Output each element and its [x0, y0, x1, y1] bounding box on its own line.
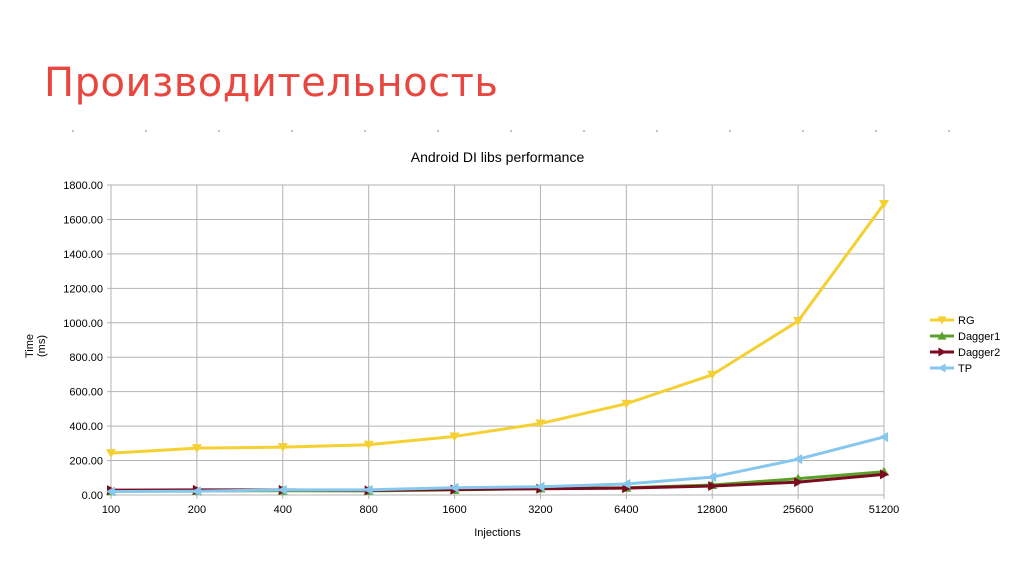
data-point-rg [277, 443, 288, 453]
legend-label: RG [958, 315, 975, 327]
data-point-tp [621, 478, 631, 489]
series-line-tp [110, 435, 885, 494]
separator-dot [729, 130, 731, 132]
x-tick-label: 25600 [783, 504, 814, 516]
data-point-dagger2 [794, 477, 804, 488]
chart-title: Android DI libs performance [411, 149, 585, 165]
separator-dot [291, 130, 293, 132]
x-tick-label: 6400 [614, 504, 638, 516]
y-tick-label: 1400.00 [63, 249, 103, 261]
separator-dot [656, 130, 658, 132]
legend-item-dagger1: Dagger1 [930, 331, 1000, 343]
x-axis-title: Injections [474, 527, 521, 539]
x-tick-label: 51200 [869, 504, 900, 516]
axes: 0.00 200.00 400.00 600.00 800.00 1000.00 1200.… [63, 180, 899, 516]
data-point-rg [449, 432, 460, 442]
data-point-tp [191, 486, 201, 497]
separator-dot [948, 130, 950, 132]
legend-label: Dagger2 [958, 347, 1000, 359]
x-tick-label: 100 [102, 504, 120, 516]
data-point-tp [879, 431, 888, 442]
legend-item-tp: TP [930, 363, 972, 375]
x-tick-label: 800 [359, 504, 377, 516]
y-tick-label: 400.00 [69, 421, 103, 433]
legend-item-dagger2: Dagger2 [930, 347, 1000, 359]
legend-label: Dagger1 [958, 331, 1000, 343]
data-point-tp [535, 481, 545, 492]
y-tick-label: 800.00 [69, 352, 103, 364]
data-point-rg [535, 419, 546, 429]
y-axis-title-line1: Time [24, 334, 36, 358]
data-point-tp [106, 486, 115, 497]
y-axis-title: Time (ms) [24, 334, 48, 358]
grid-lines [110, 184, 885, 496]
legend-marker [937, 316, 947, 325]
legend-item-rg: RG [930, 315, 975, 327]
x-tick-label: 1600 [442, 504, 466, 516]
legend: RG Dagger1 Dagger2 TP [930, 315, 1000, 375]
series-tp [106, 431, 888, 497]
y-tick-label: 0.00 [82, 490, 103, 502]
separator-dot [72, 130, 74, 132]
data-point-tp [449, 482, 459, 493]
x-tick-label: 12800 [697, 504, 728, 516]
legend-marker [937, 363, 946, 373]
data-point-tp [793, 454, 803, 465]
separator-dot [145, 130, 147, 132]
data-point-dagger2 [880, 469, 889, 480]
data-point-tp [363, 484, 373, 495]
data-point-tp [707, 472, 717, 483]
y-tick-label: 1600.00 [63, 214, 103, 226]
data-point-rg [191, 444, 202, 454]
x-tick-label: 200 [188, 504, 206, 516]
separator-dot [437, 130, 439, 132]
data-point-rg [793, 317, 804, 327]
data-point-rg [363, 440, 374, 450]
data-point-rg [707, 370, 718, 380]
y-tick-label: 600.00 [69, 387, 103, 399]
data-point-tp [277, 484, 287, 495]
x-tick-label: 400 [274, 504, 292, 516]
x-tick-label: 3200 [528, 504, 552, 516]
y-tick-label: 200.00 [69, 456, 103, 468]
legend-label: TP [958, 363, 972, 375]
y-axis-title-line2: (ms) [36, 335, 48, 357]
series-layer [106, 199, 889, 497]
data-point-dagger2 [708, 481, 718, 492]
data-point-rg [106, 449, 116, 459]
separator-dot [583, 130, 585, 132]
separator-dot [364, 130, 366, 132]
separator-dot [218, 130, 220, 132]
legend-marker [938, 347, 947, 357]
y-tick-label: 1800.00 [63, 180, 103, 192]
separator-dot [875, 130, 877, 132]
data-point-rg [621, 399, 632, 409]
y-tick-label: 1200.00 [63, 283, 103, 295]
series-line-rg [110, 203, 886, 455]
legend-marker [937, 331, 947, 340]
data-point-rg [879, 199, 889, 209]
separator-dot [510, 130, 512, 132]
series-rg [106, 199, 889, 459]
separator-dot [802, 130, 804, 132]
y-tick-label: 1000.00 [63, 318, 103, 330]
dotted-separator [72, 130, 952, 134]
slide-title: Производительность [44, 60, 499, 106]
